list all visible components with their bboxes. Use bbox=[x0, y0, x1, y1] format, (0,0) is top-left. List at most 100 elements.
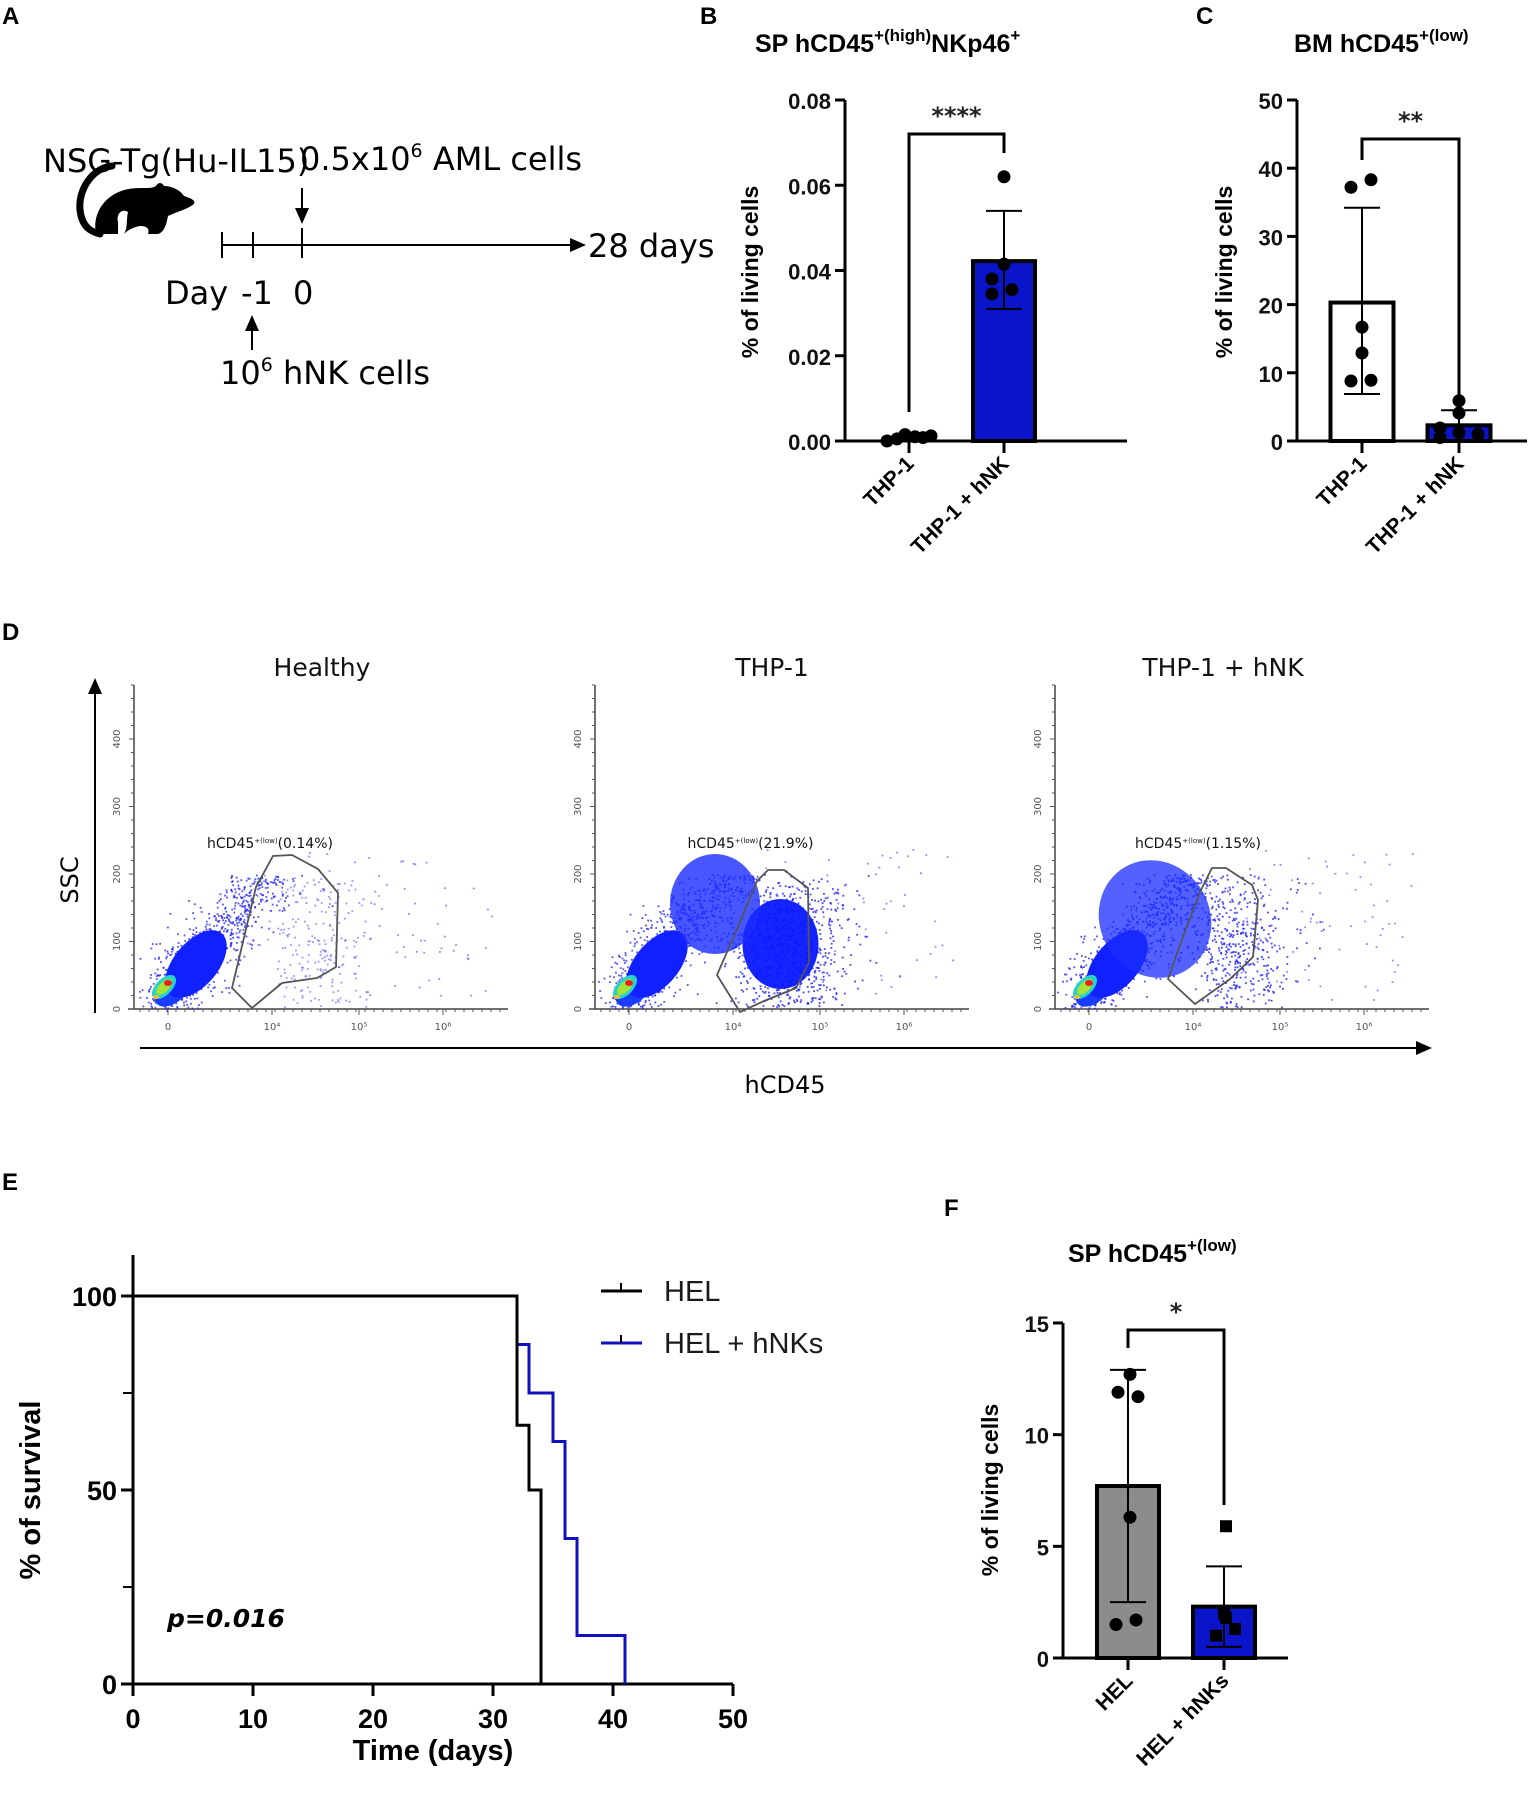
event-dot bbox=[484, 989, 487, 992]
event-dot bbox=[440, 947, 443, 950]
event-dot bbox=[319, 985, 322, 987]
event-dot bbox=[1267, 989, 1269, 992]
event-dot bbox=[1237, 921, 1240, 924]
event-dot bbox=[769, 896, 772, 899]
event-dot bbox=[159, 942, 161, 945]
event-dot bbox=[241, 896, 244, 899]
event-dot bbox=[154, 972, 157, 975]
event-dot bbox=[662, 910, 665, 913]
event-dot bbox=[767, 987, 769, 990]
chart-c-ylabel: % of living cells bbox=[1211, 186, 1237, 359]
event-dot bbox=[222, 912, 225, 915]
event-dot bbox=[800, 982, 803, 985]
event-dot bbox=[244, 909, 247, 912]
event-dot bbox=[663, 930, 666, 932]
event-dot bbox=[1218, 935, 1221, 937]
event-dot bbox=[228, 991, 231, 994]
event-dot bbox=[1253, 922, 1256, 925]
event-dot bbox=[273, 896, 276, 899]
event-dot bbox=[491, 915, 493, 918]
event-dot bbox=[830, 959, 833, 961]
event-dot bbox=[746, 980, 748, 983]
event-dot bbox=[232, 932, 235, 935]
event-dot bbox=[772, 1005, 775, 1008]
event-dot bbox=[842, 894, 845, 897]
event-dot bbox=[1311, 882, 1314, 885]
event-dot bbox=[337, 966, 340, 969]
event-dot bbox=[233, 924, 236, 926]
event-dot bbox=[618, 974, 620, 977]
event-dot bbox=[1276, 967, 1278, 970]
event-dot bbox=[1215, 879, 1218, 882]
event-dot bbox=[320, 878, 323, 880]
event-dot bbox=[325, 968, 327, 971]
event-dot bbox=[240, 922, 243, 925]
event-dot bbox=[282, 922, 284, 925]
flow-plot-title: Healthy bbox=[274, 653, 371, 682]
event-dot bbox=[286, 934, 289, 937]
event-dot bbox=[859, 943, 862, 946]
event-dot bbox=[630, 1005, 633, 1007]
event-dot bbox=[1196, 961, 1199, 964]
event-dot bbox=[1281, 1006, 1283, 1009]
event-dot bbox=[1217, 924, 1220, 927]
event-dot bbox=[763, 991, 766, 994]
event-dot bbox=[1079, 974, 1081, 977]
event-dot bbox=[788, 886, 791, 889]
event-dot bbox=[738, 947, 741, 950]
event-dot bbox=[152, 982, 155, 985]
event-dot bbox=[322, 888, 325, 891]
event-dot bbox=[367, 991, 369, 993]
event-dot bbox=[863, 901, 865, 904]
event-dot bbox=[321, 949, 324, 951]
data-point bbox=[1129, 1613, 1143, 1627]
event-dot bbox=[651, 995, 654, 998]
event-dot bbox=[1211, 897, 1213, 900]
event-dot bbox=[354, 888, 357, 891]
event-dot bbox=[232, 884, 235, 887]
event-dot bbox=[241, 915, 244, 917]
event-dot bbox=[1268, 999, 1271, 1002]
event-dot bbox=[799, 983, 802, 986]
event-dot bbox=[685, 960, 687, 962]
event-dot bbox=[195, 931, 198, 934]
event-dot bbox=[238, 984, 241, 987]
event-dot bbox=[1206, 949, 1209, 951]
event-dot bbox=[339, 972, 341, 975]
event-dot bbox=[819, 952, 822, 955]
event-dot bbox=[1112, 999, 1115, 1002]
event-dot bbox=[412, 934, 414, 937]
event-dot bbox=[1226, 934, 1229, 937]
event-dot bbox=[230, 889, 233, 892]
event-dot bbox=[952, 959, 955, 962]
event-dot bbox=[158, 974, 161, 977]
flow-plot-title: THP-1 + hNK bbox=[1141, 653, 1304, 682]
event-dot bbox=[624, 962, 626, 964]
event-dot bbox=[275, 875, 277, 878]
data-point bbox=[1452, 406, 1466, 420]
event-dot bbox=[278, 983, 280, 986]
event-dot bbox=[648, 999, 651, 1002]
event-dot bbox=[247, 877, 250, 880]
event-dot bbox=[1234, 968, 1236, 971]
event-dot bbox=[1260, 927, 1263, 930]
panel-c-bar-chart: BM hCD45+(low) % of living cells 0102030… bbox=[1211, 26, 1527, 559]
event-dot bbox=[262, 880, 265, 883]
event-dot bbox=[237, 887, 240, 890]
event-dot bbox=[1256, 961, 1259, 963]
event-dot bbox=[822, 955, 824, 958]
event-dot bbox=[1243, 883, 1246, 886]
event-dot bbox=[330, 937, 333, 940]
event-dot bbox=[1246, 906, 1249, 908]
event-dot bbox=[1265, 938, 1268, 941]
event-dot bbox=[212, 987, 215, 990]
event-dot bbox=[284, 900, 286, 903]
event-dot bbox=[1080, 973, 1083, 976]
event-dot bbox=[724, 962, 727, 965]
event-dot bbox=[862, 897, 865, 900]
event-dot bbox=[1269, 986, 1271, 989]
density-peak bbox=[614, 995, 620, 999]
event-dot bbox=[1209, 958, 1212, 961]
event-dot bbox=[305, 902, 308, 904]
